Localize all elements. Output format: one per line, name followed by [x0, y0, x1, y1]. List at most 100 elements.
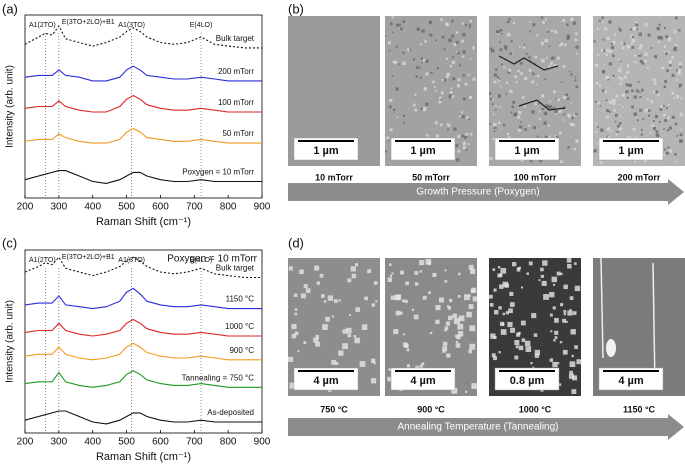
grain	[498, 306, 502, 310]
grain	[570, 102, 573, 104]
scale-box	[390, 367, 456, 391]
grain	[657, 94, 660, 97]
grain	[452, 313, 457, 319]
scale-label: 1 µm	[410, 145, 436, 157]
grain	[560, 272, 563, 276]
grain	[456, 84, 460, 88]
grain	[530, 361, 533, 365]
grain	[402, 121, 405, 124]
particle	[606, 339, 616, 357]
grain	[664, 79, 668, 83]
grain	[631, 38, 634, 41]
grain	[289, 382, 296, 389]
series-label: 1000 °C	[225, 322, 254, 331]
grain	[552, 65, 555, 68]
grain	[566, 258, 572, 263]
grain	[635, 61, 638, 64]
grain	[422, 59, 426, 62]
grain	[619, 115, 622, 118]
grain	[457, 134, 461, 139]
grain	[638, 46, 642, 50]
series-line	[24, 24, 262, 49]
grain	[676, 134, 679, 137]
grain	[294, 312, 298, 316]
x-axis-label: Raman Shift (cm⁻¹)	[96, 451, 191, 463]
grain	[442, 341, 448, 347]
grain	[678, 62, 683, 66]
grain	[540, 16, 544, 19]
grain	[402, 51, 405, 54]
grain	[364, 296, 368, 301]
grain	[367, 269, 372, 274]
plot-frame	[24, 14, 263, 199]
grain	[566, 36, 570, 40]
grain	[635, 23, 639, 27]
grain	[549, 291, 555, 298]
grain	[610, 42, 613, 45]
grain	[429, 33, 433, 37]
grain	[421, 362, 425, 366]
grain	[574, 285, 581, 292]
grain	[674, 16, 678, 20]
grain	[674, 122, 678, 126]
grain	[571, 354, 574, 358]
grain	[614, 120, 617, 123]
grain	[548, 65, 552, 69]
grain	[495, 105, 497, 107]
grain	[520, 72, 523, 75]
grain	[559, 131, 562, 135]
scale-box	[494, 137, 560, 161]
grain	[552, 306, 556, 310]
grain	[402, 114, 406, 117]
grain	[489, 92, 492, 95]
grain	[548, 105, 552, 110]
grain	[388, 263, 392, 267]
grain	[544, 38, 549, 43]
grain	[630, 34, 634, 39]
grain	[618, 27, 621, 30]
x-tick-label: 900	[254, 202, 271, 213]
grain	[557, 362, 560, 365]
grain	[512, 101, 516, 104]
x-tick-label: 700	[186, 437, 203, 448]
grain	[457, 78, 461, 82]
grain	[412, 103, 416, 107]
grain	[602, 70, 606, 73]
grain	[347, 278, 352, 283]
grain	[550, 330, 553, 333]
grain	[524, 340, 531, 347]
grain	[660, 105, 664, 109]
grain	[327, 295, 334, 301]
grain	[449, 64, 453, 68]
grain	[564, 43, 567, 47]
grain	[562, 113, 565, 116]
grain	[541, 280, 547, 286]
grain	[646, 66, 649, 69]
series-label: As-deposited	[207, 408, 254, 417]
grain	[510, 327, 516, 333]
grain	[600, 128, 604, 132]
grain	[576, 52, 579, 55]
grain	[511, 105, 514, 109]
grain	[389, 22, 393, 26]
grain	[631, 105, 635, 109]
grain	[494, 68, 498, 71]
grain	[533, 333, 538, 337]
grain	[525, 53, 528, 55]
grain	[668, 60, 672, 64]
grain	[502, 312, 506, 316]
grain	[618, 122, 622, 125]
grain	[469, 343, 476, 350]
grain	[547, 30, 550, 33]
grain	[675, 94, 680, 99]
grain	[671, 73, 675, 77]
grain	[522, 46, 526, 49]
grain	[665, 52, 668, 55]
grain	[415, 365, 419, 370]
grain	[560, 303, 564, 307]
grain	[490, 48, 495, 53]
grain	[569, 122, 573, 127]
grain	[543, 121, 547, 125]
grain	[560, 81, 563, 83]
grain	[594, 100, 597, 103]
